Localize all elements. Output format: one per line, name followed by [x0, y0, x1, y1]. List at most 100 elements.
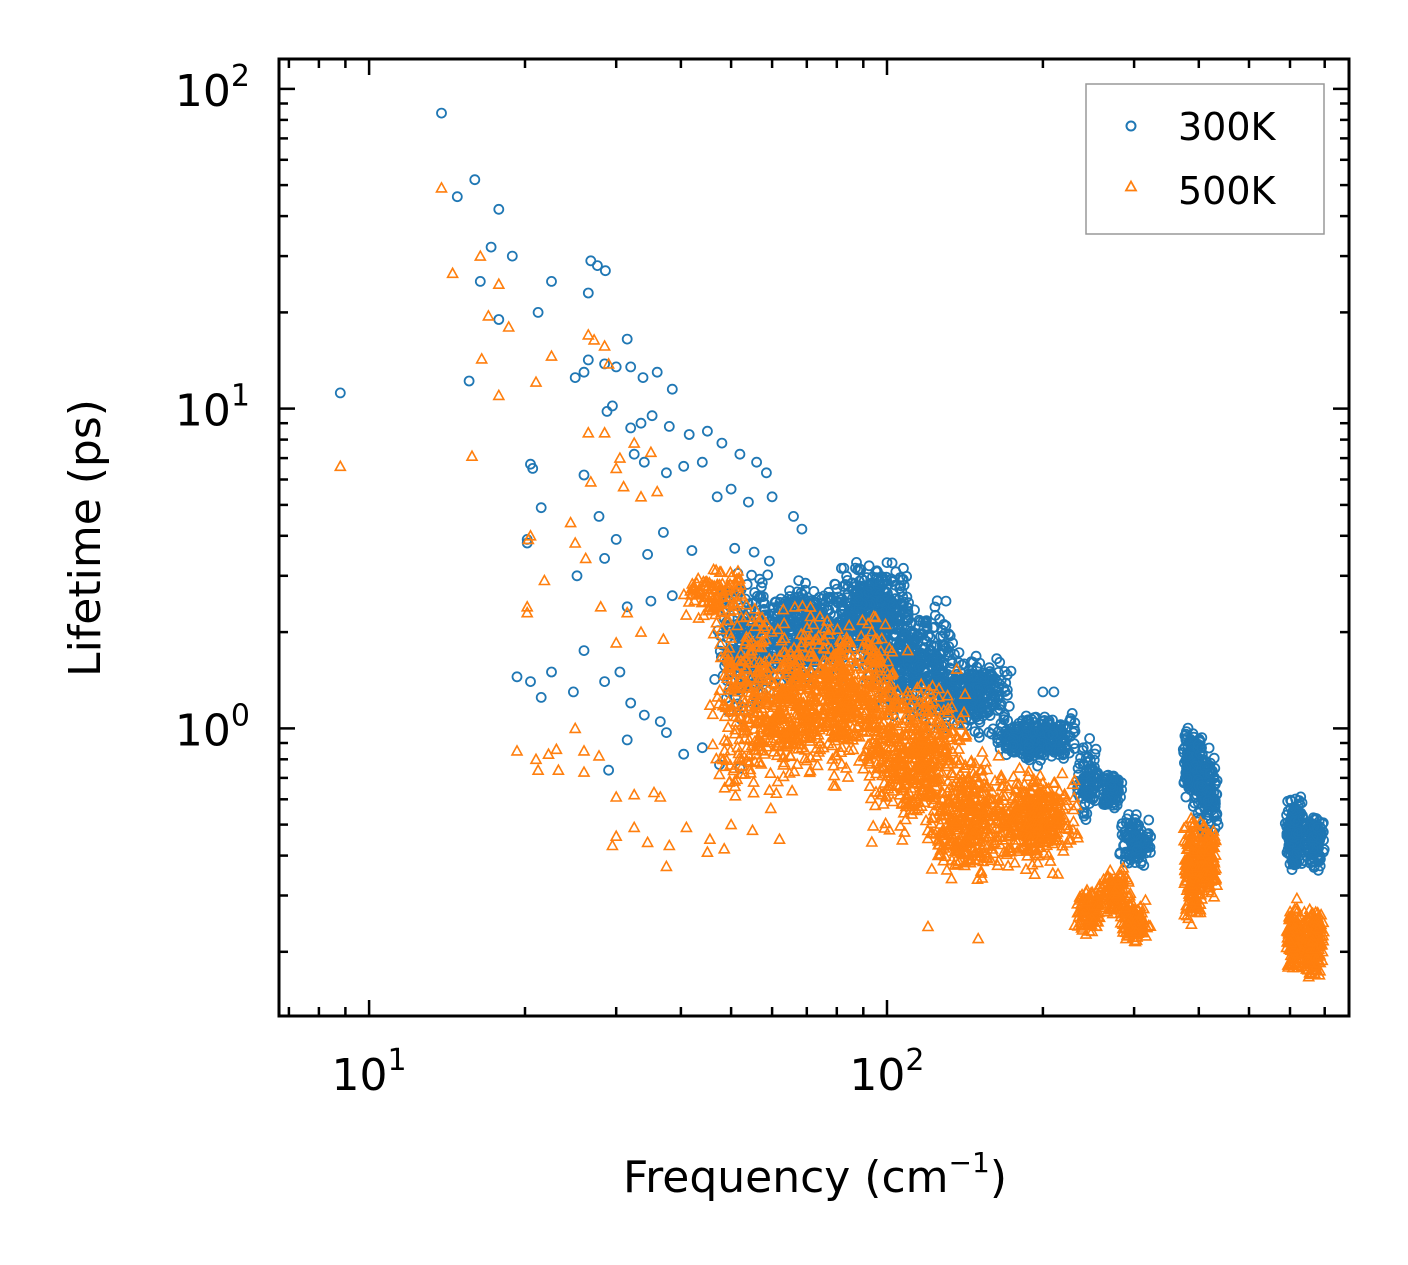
data-point-300k — [1074, 758, 1086, 770]
data-point-300k — [875, 595, 886, 607]
data-point-300k — [603, 764, 614, 776]
data-point-500k — [706, 737, 720, 750]
data-point-300k — [993, 689, 1005, 701]
data-point-300k — [830, 595, 842, 607]
data-point-300k — [725, 483, 737, 495]
data-point-300k — [686, 545, 698, 556]
data-point-300k — [493, 203, 505, 215]
data-point-300k — [1000, 740, 1012, 751]
data-point-300k — [625, 361, 637, 373]
data-point-300k — [469, 174, 481, 186]
data-point-300k — [799, 584, 811, 596]
data-point-300k — [940, 595, 952, 607]
data-point-300k — [1084, 792, 1096, 804]
data-point-300k — [963, 671, 974, 683]
data-point-300k — [511, 671, 523, 683]
data-point-300k — [955, 689, 967, 701]
data-point-300k — [334, 387, 346, 399]
data-point-500k — [945, 871, 958, 884]
data-point-300k — [696, 742, 708, 754]
data-point-300k — [851, 557, 862, 568]
data-point-300k — [571, 570, 583, 582]
data-point-300k — [711, 491, 723, 503]
data-point-300k — [886, 557, 898, 569]
data-point-300k — [1114, 848, 1126, 860]
data-point-300k — [654, 716, 666, 727]
data-point-300k — [766, 491, 778, 503]
data-point-300k — [973, 727, 984, 739]
data-point-300k — [1084, 733, 1095, 744]
data-point-300k — [1053, 721, 1064, 732]
data-point-300k — [757, 591, 769, 602]
data-point-300k — [842, 581, 854, 592]
data-point-300k — [892, 615, 903, 626]
data-point-300k — [746, 569, 757, 581]
data-point-300k — [785, 620, 797, 632]
data-point-300k — [748, 546, 760, 558]
data-point-300k — [838, 603, 850, 615]
data-point-300k — [1048, 686, 1060, 698]
data-point-300k — [599, 676, 610, 687]
data-point-300k — [784, 624, 796, 636]
data-point-300k — [451, 191, 463, 203]
data-point-300k — [1063, 747, 1075, 759]
data-point-300k — [927, 662, 939, 674]
data-point-300k — [625, 697, 637, 709]
data-point-300k — [1058, 737, 1070, 748]
data-point-300k — [896, 677, 908, 689]
data-point-300k — [969, 710, 981, 721]
data-point-300k — [918, 633, 930, 645]
data-point-300k — [642, 549, 653, 560]
data-point-300k — [853, 595, 864, 607]
data-point-300k — [904, 651, 915, 663]
data-point-300k — [784, 594, 796, 606]
data-point-500k — [866, 819, 880, 831]
data-point-300k — [757, 596, 769, 608]
data-point-300k — [436, 107, 447, 119]
data-point-300k — [1008, 723, 1020, 734]
data-point-300k — [1100, 794, 1112, 805]
data-point-300k — [578, 469, 590, 481]
data-point-300k — [525, 676, 536, 687]
data-point-300k — [942, 669, 954, 680]
data-point-300k — [841, 592, 853, 604]
data-point-300k — [975, 708, 987, 719]
data-point-300k — [850, 562, 861, 574]
data-point-300k — [917, 674, 929, 686]
data-point-300k — [645, 595, 657, 607]
data-point-300k — [1101, 772, 1113, 784]
data-point-300k — [683, 429, 695, 440]
data-point-300k — [661, 727, 672, 738]
data-point-300k — [993, 681, 1004, 693]
data-point-300k — [582, 354, 594, 366]
data-point-300k — [1033, 725, 1045, 737]
data-point-300k — [764, 622, 776, 634]
data-point-300k — [535, 502, 547, 514]
data-point-300k — [778, 600, 790, 612]
data-point-300k — [928, 675, 940, 687]
data-point-300k — [770, 596, 782, 608]
data-point-300k — [864, 580, 875, 592]
data-point-300k — [610, 534, 622, 545]
data-point-300k — [1143, 814, 1155, 826]
data-point-500k — [679, 608, 693, 620]
data-point-300k — [607, 400, 618, 412]
plot-area — [333, 107, 1331, 982]
data-point-500k — [764, 766, 777, 779]
data-point-300k — [1043, 729, 1054, 741]
data-point-300k — [1021, 722, 1033, 734]
data-point-300k — [852, 590, 864, 602]
data-point-300k — [764, 555, 775, 567]
data-point-300k — [808, 596, 820, 608]
data-point-300k — [948, 676, 960, 687]
data-point-300k — [896, 663, 908, 675]
data-point-300k — [977, 702, 989, 714]
data-point-300k — [1083, 791, 1094, 802]
data-point-300k — [788, 511, 799, 522]
data-point-300k — [600, 265, 611, 277]
data-point-300k — [535, 692, 547, 703]
data-point-300k — [934, 654, 946, 666]
data-point-300k — [762, 569, 774, 581]
data-point-300k — [666, 383, 678, 395]
data-point-300k — [614, 666, 626, 678]
